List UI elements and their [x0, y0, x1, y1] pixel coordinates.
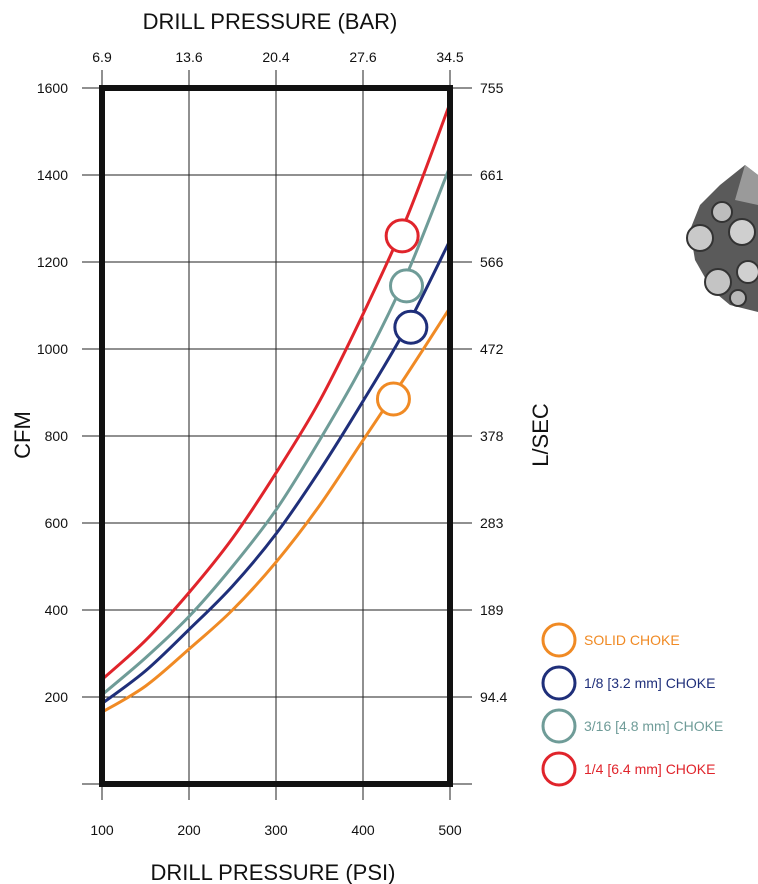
legend-label: SOLID CHOKE: [584, 632, 680, 648]
y-right-tick-label: 283: [480, 515, 504, 531]
x-top-tick-label: 20.4: [262, 49, 289, 65]
x-bottom-tick-label: 100: [90, 822, 114, 838]
y-left-tick-label: 800: [45, 428, 69, 444]
y-right-tick-label: 378: [480, 428, 504, 444]
x-bottom-tick-label: 300: [264, 822, 288, 838]
y-left-tick-label: 600: [45, 515, 69, 531]
x-top-tick-label: 27.6: [349, 49, 376, 65]
series-marker-2: [393, 309, 429, 345]
series-line-2: [101, 239, 452, 705]
legend-swatch: [541, 665, 577, 701]
y-left-tick-label: 1200: [37, 254, 68, 270]
x-top-tick-label: 34.5: [436, 49, 463, 65]
y-right-tick-label: 94.4: [480, 689, 507, 705]
y-left-tick-label: 200: [45, 689, 69, 705]
y-left-tick-label: 1000: [37, 341, 68, 357]
drill-bit-image: [686, 165, 758, 312]
y-right-tick-label: 661: [480, 167, 504, 183]
legend-label: 1/8 [3.2 mm] CHOKE: [584, 675, 715, 691]
bottom-axis-title: DRILL PRESSURE (PSI): [151, 860, 396, 884]
y-left-tick-label: 1400: [37, 167, 68, 183]
legend-label: 3/16 [4.8 mm] CHOKE: [584, 718, 723, 734]
series-marker-3: [389, 268, 424, 304]
series-markers: [375, 218, 429, 417]
legend-swatch: [541, 622, 577, 658]
x-top-tick-label: 13.6: [175, 49, 202, 65]
y-left-tick-label: 1600: [37, 80, 68, 96]
y-right-tick-label: 755: [480, 80, 504, 96]
legend-swatch: [541, 751, 577, 787]
tick-labels: 200 400 600 800 1000 1200 1400 1600 94.4 189 283 37…: [37, 49, 508, 838]
y-right-tick-label: 472: [480, 341, 504, 357]
x-top-tick-label: 6.9: [92, 49, 112, 65]
x-bottom-tick-label: 400: [351, 822, 375, 838]
series-marker-1: [375, 381, 411, 417]
x-bottom-tick-label: 200: [177, 822, 201, 838]
legend: SOLID CHOKE 1/8 [3.2 mm] CHOKE 3/16 [4.8 m…: [541, 622, 723, 787]
legend-swatch: [541, 708, 577, 744]
series-marker-4: [384, 218, 420, 254]
legend-label: 1/4 [6.4 mm] CHOKE: [584, 761, 715, 777]
y-right-tick-label: 189: [480, 602, 504, 618]
y-left-tick-label: 400: [45, 602, 69, 618]
x-bottom-tick-label: 500: [438, 822, 462, 838]
left-axis-title: CFM: [10, 411, 35, 459]
right-axis-title: L/SEC: [528, 403, 553, 467]
top-axis-title: DRILL PRESSURE (BAR): [143, 9, 398, 34]
y-right-tick-label: 566: [480, 254, 504, 270]
plot-frame: [99, 85, 453, 787]
